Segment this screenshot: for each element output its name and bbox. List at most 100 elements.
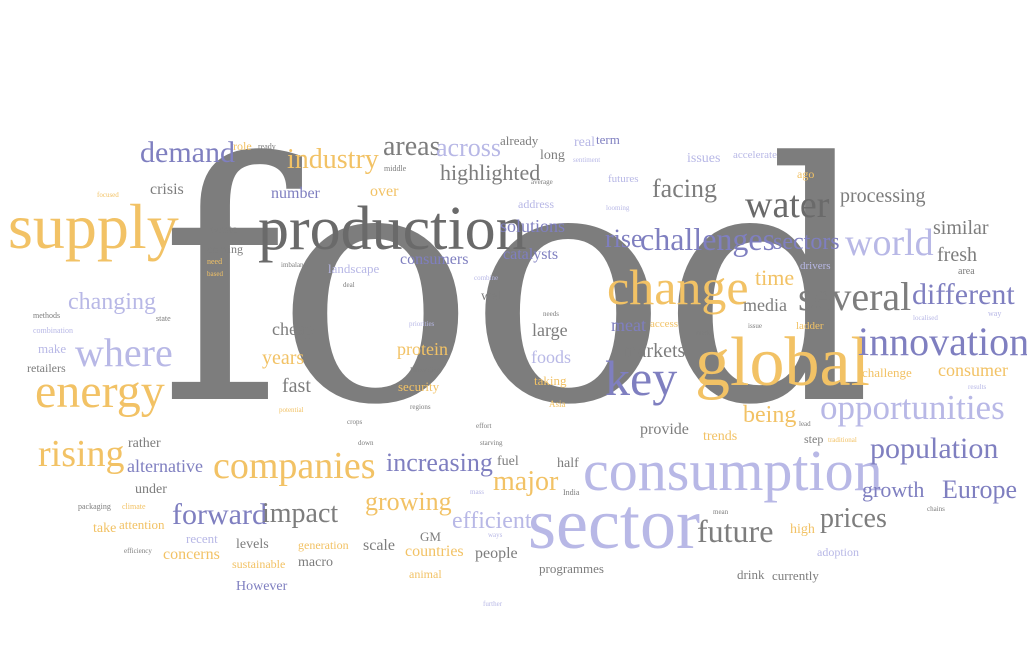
word-potential: potential xyxy=(279,406,304,414)
word-efficiency: efficiency xyxy=(124,547,152,555)
word-consumption: consumption xyxy=(583,438,883,503)
word-global: global xyxy=(695,324,870,401)
word-average: average xyxy=(531,178,553,186)
word-large: large xyxy=(532,320,568,340)
word-sectors: sectors xyxy=(773,229,840,255)
word-different: different xyxy=(912,278,1015,311)
word-results: results xyxy=(968,383,987,391)
word-currently: currently xyxy=(772,568,819,583)
word-programmes: programmes xyxy=(539,561,604,576)
word-growing: growing xyxy=(365,487,452,516)
word-traditional: traditional xyxy=(828,436,857,444)
word-over: over xyxy=(370,183,399,200)
word-across: across xyxy=(436,133,501,162)
word-based: based xyxy=(207,270,223,278)
word-landscape: landscape xyxy=(328,261,380,276)
word-coming: coming xyxy=(207,242,243,256)
word-long: long xyxy=(540,148,565,163)
word-change: change xyxy=(607,259,749,315)
word-Asia: Asia xyxy=(549,399,566,409)
word-imbalance: imbalance xyxy=(281,261,310,269)
word-rise: rise xyxy=(605,224,643,253)
word-key: key xyxy=(605,350,678,406)
word-methods: methods xyxy=(33,311,61,320)
word-packaging: packaging xyxy=(78,502,111,511)
word-mass: mass xyxy=(470,488,484,496)
word-demand: demand xyxy=(140,136,235,169)
word-being: being xyxy=(743,402,797,428)
word-issue: issue xyxy=(748,322,762,330)
word-efficient: efficient xyxy=(452,508,532,534)
word-term: term xyxy=(596,132,620,147)
word-recent: recent xyxy=(186,531,218,546)
word-where: where xyxy=(75,330,173,375)
word-taking: taking xyxy=(534,373,567,388)
word-already: already xyxy=(500,133,539,148)
word-under: under xyxy=(135,482,167,497)
word-fuel: fuel xyxy=(497,454,519,469)
word-focused: focused xyxy=(97,191,119,199)
word-effort: effort xyxy=(476,422,492,430)
word-foods: foods xyxy=(531,347,571,367)
word-drink: drink xyxy=(737,567,765,582)
word-way: way xyxy=(988,309,1002,318)
word-innovation: innovation xyxy=(858,319,1027,364)
word-regions: regions xyxy=(410,403,431,411)
word-retailers: retailers xyxy=(27,361,66,375)
word-needs: needs xyxy=(543,310,559,318)
word-futures: futures xyxy=(608,173,639,185)
word-challenges: challenges xyxy=(640,221,776,257)
word-facing: facing xyxy=(652,174,717,203)
word-trends: trends xyxy=(703,429,738,444)
word-crops: crops xyxy=(347,418,363,426)
word-middle: middle xyxy=(384,164,407,173)
word-increasing: increasing xyxy=(386,448,493,477)
word-role: role xyxy=(233,139,252,153)
word-changing: changing xyxy=(68,289,156,315)
word-issues: issues xyxy=(687,151,721,166)
word-catalysts: catalysts xyxy=(503,246,559,263)
word-made: made xyxy=(696,329,712,337)
word-alternative: alternative xyxy=(127,456,203,476)
word-combination: combination xyxy=(33,326,73,335)
word-water: water xyxy=(745,184,830,226)
word-security: security xyxy=(398,379,440,394)
word-years: years xyxy=(262,347,305,369)
word-industry: industry xyxy=(287,144,379,175)
word-address: address xyxy=(518,197,554,211)
word-population: population xyxy=(870,432,999,465)
word-further: further xyxy=(483,600,503,608)
word-sector: sector xyxy=(528,484,700,564)
word-production: production xyxy=(258,195,527,263)
word-generation: generation xyxy=(298,538,349,552)
word-scale: scale xyxy=(363,537,395,554)
word-half: half xyxy=(557,456,579,471)
word-supply: supply xyxy=(8,191,179,262)
word-mean: mean xyxy=(713,508,729,516)
word-food: food xyxy=(160,93,873,477)
word-protein: protein xyxy=(397,339,448,359)
word-concerns: concerns xyxy=(163,546,220,563)
word-macro: macro xyxy=(298,555,333,570)
word-fresh: fresh xyxy=(937,244,977,266)
word-companies: companies xyxy=(213,445,376,487)
word-levels: levels xyxy=(236,537,269,552)
word-ways: ways xyxy=(488,531,503,539)
word-consumer: consumer xyxy=(938,360,1008,380)
word-rising: rising xyxy=(38,433,125,475)
word-growth: growth xyxy=(862,477,925,502)
word-state: state xyxy=(156,314,171,323)
word-number: number xyxy=(271,185,320,202)
word-major: major xyxy=(493,466,559,497)
word-provide: provide xyxy=(640,421,689,438)
word-priorities: priorities xyxy=(409,320,435,328)
word-future: future xyxy=(697,513,774,549)
word-challenge: challenge xyxy=(862,365,912,380)
word-people: people xyxy=(475,545,518,562)
word-Europe: Europe xyxy=(942,475,1018,504)
word-need: need xyxy=(207,257,223,266)
word-cheap: cheap xyxy=(272,319,314,339)
word-GM: GM xyxy=(420,529,441,544)
word-opportunities: opportunities xyxy=(820,388,1005,427)
word-animal: animal xyxy=(409,567,442,581)
